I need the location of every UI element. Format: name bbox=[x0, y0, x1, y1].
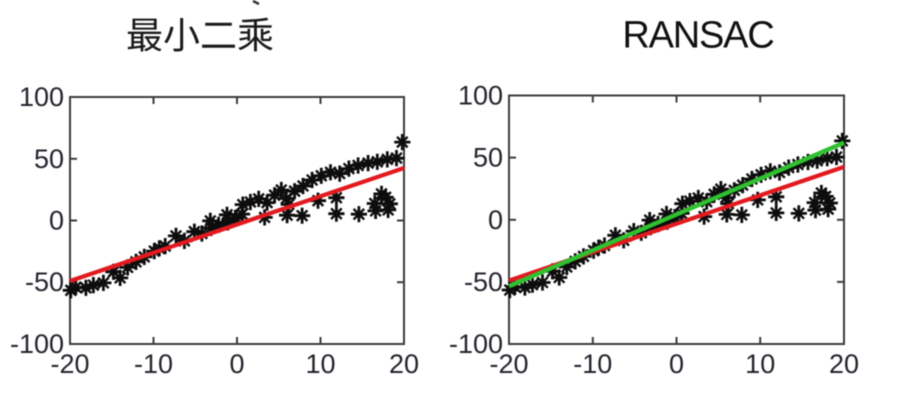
svg-text:10: 10 bbox=[745, 349, 775, 379]
svg-text:-10: -10 bbox=[573, 349, 612, 379]
svg-text:20: 20 bbox=[389, 349, 419, 379]
svg-text:0: 0 bbox=[49, 206, 64, 236]
svg-text:-50: -50 bbox=[25, 267, 64, 297]
svg-text:RANSAC: RANSAC bbox=[622, 15, 773, 57]
svg-text:-20: -20 bbox=[489, 349, 528, 379]
svg-text:-100: -100 bbox=[449, 329, 503, 359]
svg-text:50: 50 bbox=[34, 144, 64, 174]
svg-text:-100: -100 bbox=[10, 329, 64, 359]
svg-text:100: 100 bbox=[19, 82, 64, 112]
svg-text:20: 20 bbox=[829, 349, 859, 379]
svg-text:-20: -20 bbox=[50, 349, 89, 379]
svg-text:10: 10 bbox=[305, 349, 335, 379]
svg-text:0: 0 bbox=[669, 349, 684, 379]
svg-text:100: 100 bbox=[458, 81, 503, 111]
svg-text:0: 0 bbox=[488, 205, 503, 235]
svg-text:-10: -10 bbox=[134, 349, 173, 379]
svg-text:-50: -50 bbox=[464, 267, 503, 297]
svg-text:0: 0 bbox=[229, 349, 244, 379]
svg-text:50: 50 bbox=[473, 143, 503, 173]
